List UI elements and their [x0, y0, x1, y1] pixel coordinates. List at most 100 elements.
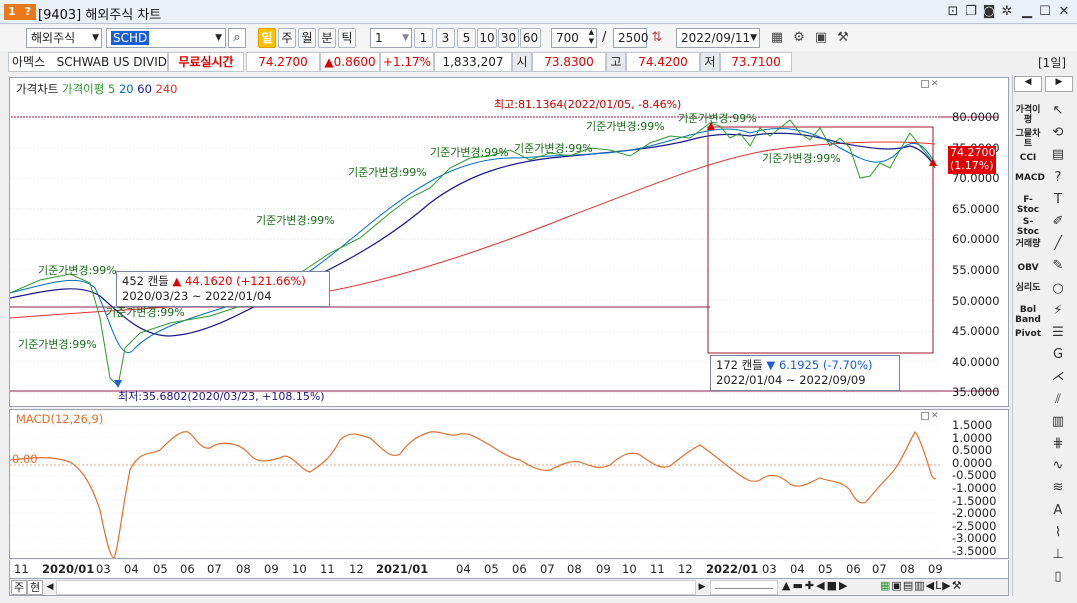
- period-button[interactable]: 월: [298, 28, 316, 48]
- panel-maximize-icon[interactable]: [921, 412, 929, 420]
- period-button[interactable]: 분: [318, 28, 336, 48]
- magnet-icon[interactable]: ⚡: [1053, 302, 1063, 318]
- prev-icon[interactable]: ◀: [925, 579, 936, 592]
- indicator-button[interactable]: 가격이평: [1015, 105, 1041, 125]
- grid-icon[interactable]: ▤: [902, 579, 915, 592]
- collapse-left-icon[interactable]: ◀: [1014, 76, 1042, 92]
- panel-close-icon[interactable]: ✕: [931, 411, 939, 421]
- all-icon[interactable]: ▤: [1051, 147, 1065, 163]
- maximize-icon[interactable]: ☐: [1039, 4, 1051, 19]
- period-button[interactable]: 주: [278, 28, 296, 48]
- indicator-button[interactable]: OBV: [1017, 263, 1039, 273]
- horizontal-scrollbar-track[interactable]: [56, 580, 696, 595]
- quick-interval-button[interactable]: 3: [436, 28, 455, 48]
- lock-icon[interactable]: L: [935, 579, 943, 592]
- rotate-icon[interactable]: ⟲: [1052, 125, 1064, 141]
- gear-icon[interactable]: ✲: [1001, 4, 1013, 19]
- excel-icon[interactable]: ▦: [880, 579, 892, 592]
- period-button[interactable]: 틱: [338, 28, 356, 48]
- settings-icon[interactable]: ⚙: [793, 30, 805, 45]
- eraser-icon[interactable]: ✐: [1052, 214, 1064, 229]
- line-icon[interactable]: ╱: [1054, 236, 1062, 252]
- save-icon[interactable]: ▣: [814, 30, 828, 45]
- cursor-icon[interactable]: ↖: [1052, 103, 1064, 118]
- total-input[interactable]: 2500: [613, 28, 649, 48]
- price-y-tick: 50.0000: [952, 293, 1000, 308]
- document-icon[interactable]: ▯: [1054, 569, 1062, 585]
- period-button[interactable]: 일: [258, 28, 276, 48]
- quick-interval-button[interactable]: 30: [498, 28, 519, 48]
- indicator-button[interactable]: F-Stoc: [1016, 195, 1040, 215]
- zoom-slider[interactable]: [710, 580, 778, 595]
- indicator-button[interactable]: 그물차트: [1015, 129, 1041, 149]
- collapse-right-icon[interactable]: ▶: [1045, 76, 1073, 92]
- elliott-icon[interactable]: ≋: [1052, 480, 1064, 496]
- window-number-badge[interactable]: 1: [4, 4, 20, 20]
- next-icon[interactable]: ▶: [942, 579, 952, 592]
- measure-icon[interactable]: ⌇: [1054, 524, 1062, 540]
- price-chart-canvas[interactable]: 최고:81.1364(2022/01/05, -8.46%) 최저:35.680…: [10, 78, 1008, 406]
- scroll-right-icon[interactable]: ▶: [698, 582, 706, 592]
- circle-icon[interactable]: ○: [1052, 280, 1064, 296]
- text-icon[interactable]: T: [1054, 191, 1062, 207]
- tools-icon[interactable]: ⚒: [837, 30, 849, 45]
- quick-interval-button[interactable]: 1: [414, 28, 433, 48]
- minimize-icon[interactable]: ▁: [1022, 4, 1032, 19]
- search-icon[interactable]: ⌕: [228, 28, 246, 48]
- fan-icon[interactable]: ⋌: [1051, 369, 1065, 385]
- indicator-button[interactable]: Pivot: [1015, 329, 1042, 339]
- panel-close-icon[interactable]: ✕: [931, 79, 939, 89]
- chart-extra-controls[interactable]: ▦▣▤▥◀L▶⚒: [880, 579, 963, 592]
- ruler-icon[interactable]: ⊥: [1052, 547, 1064, 562]
- rewind-icon[interactable]: ◀: [816, 579, 827, 592]
- add-icon[interactable]: ✚: [804, 579, 817, 592]
- panel-maximize-icon[interactable]: [921, 80, 929, 88]
- link-icon[interactable]: ⊡: [947, 4, 959, 19]
- week-mode-button[interactable]: 주: [11, 580, 27, 595]
- candle-icon[interactable]: ▥: [1051, 413, 1065, 429]
- table-icon[interactable]: ▦: [770, 30, 784, 45]
- help-icon[interactable]: ?: [20, 4, 36, 20]
- symbol-input[interactable]: SCHD ▼: [106, 28, 226, 48]
- play-icon[interactable]: ▶: [838, 579, 850, 592]
- pattern-icon[interactable]: ⋕: [1052, 436, 1064, 451]
- save-icon[interactable]: ▣: [891, 579, 903, 592]
- indicator-button[interactable]: MACD: [1015, 173, 1045, 183]
- wave-icon[interactable]: ∿: [1052, 458, 1064, 474]
- indicator-button[interactable]: 거래량: [1015, 239, 1041, 249]
- camera-icon[interactable]: ◙: [982, 4, 996, 19]
- config-icon[interactable]: ⚒: [951, 579, 963, 592]
- quick-interval-button[interactable]: 10: [477, 28, 497, 48]
- table-icon[interactable]: ▥: [914, 579, 926, 592]
- auto-icon[interactable]: A: [1053, 502, 1063, 518]
- fibonacci-icon[interactable]: ☰: [1052, 325, 1064, 340]
- count-input[interactable]: 700 ▲ ▼: [551, 28, 597, 48]
- quick-interval-button[interactable]: 60: [520, 28, 541, 48]
- price-chart-panel[interactable]: 최고:81.1364(2022/01/05, -8.46%) 최저:35.680…: [9, 77, 1009, 407]
- macd-chart-canvas[interactable]: [10, 410, 1008, 558]
- zoom-out-icon[interactable]: ▬: [792, 579, 805, 592]
- indicator-button[interactable]: Bol Band: [1015, 305, 1041, 325]
- gann-icon[interactable]: G: [1052, 347, 1064, 363]
- quick-interval-button[interactable]: 5: [457, 28, 476, 48]
- current-mode-button[interactable]: 현: [27, 580, 43, 595]
- indicator-button[interactable]: CCI: [1019, 153, 1037, 163]
- help-icon[interactable]: ?: [1054, 169, 1062, 185]
- zoom-in-icon[interactable]: ▲: [782, 579, 793, 592]
- scroll-left-icon[interactable]: ◀: [46, 582, 54, 592]
- interval-select[interactable]: 1 ▼: [370, 28, 412, 48]
- indicator-button[interactable]: S-Stoc: [1016, 217, 1040, 237]
- macd-chart-panel[interactable]: MACD(12,26,9) 0.00 ✕ 1.5000 1.0000 0.5000 0…: [9, 409, 1009, 559]
- spinner-icon[interactable]: ▲ ▼: [588, 28, 594, 45]
- channel-icon[interactable]: ⫽: [1055, 391, 1061, 407]
- market-select[interactable]: 해외주식 ▼: [26, 28, 102, 48]
- close-icon[interactable]: ✕: [1058, 4, 1070, 19]
- chart-nav-controls[interactable]: ▲▬✚◀■▶: [782, 579, 849, 592]
- sort-icon[interactable]: ⇅: [651, 30, 663, 45]
- x-axis-label: 05: [818, 562, 833, 576]
- indicator-button[interactable]: 심리도: [1015, 283, 1041, 293]
- stop-icon[interactable]: ■: [826, 579, 839, 592]
- pencil-icon[interactable]: ✎: [1052, 258, 1064, 274]
- date-input[interactable]: 2022/09/11 ▼: [676, 28, 760, 48]
- copy-window-icon[interactable]: ❐: [965, 4, 977, 19]
